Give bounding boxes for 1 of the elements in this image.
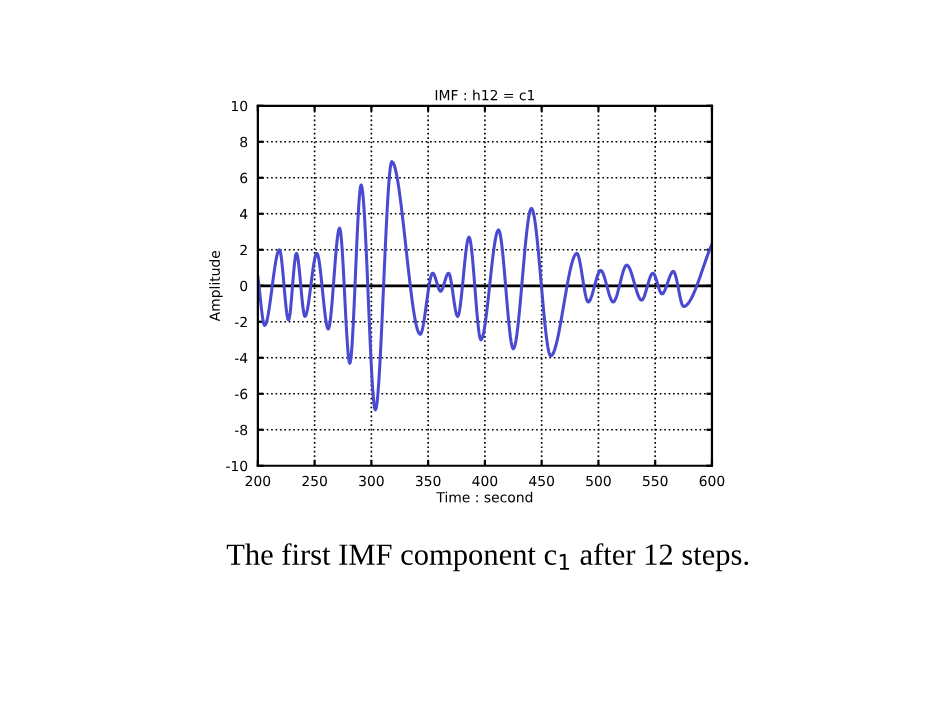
text: The first IMF component c$_{1}$ after 12 steps.: [226, 543, 749, 572]
